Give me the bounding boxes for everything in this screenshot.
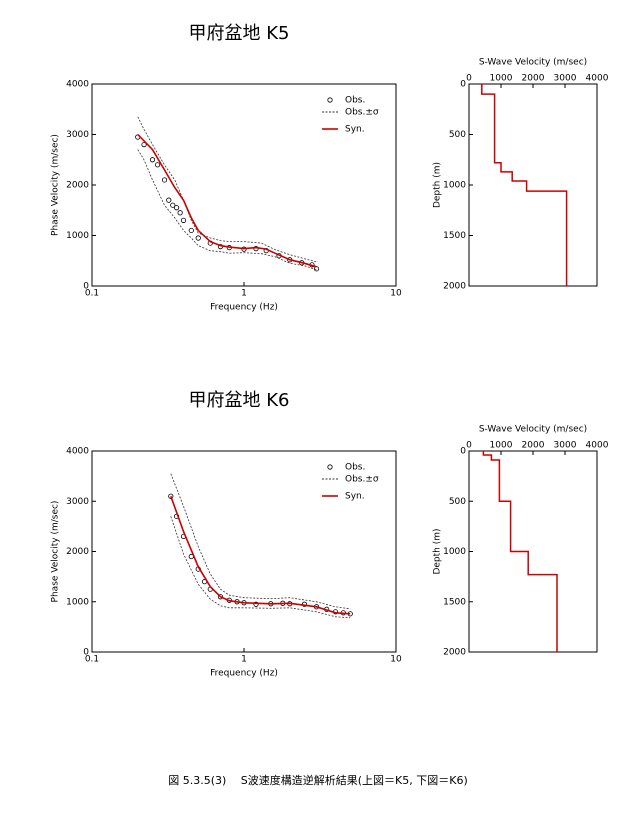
- y-tick-label: 0: [460, 447, 466, 457]
- plot-frame: [468, 83, 598, 287]
- legend-label: Obs.±σ: [345, 108, 379, 118]
- x-tick-label: 0: [466, 441, 472, 451]
- y-tick-label: 0: [460, 80, 466, 90]
- syn-line: [137, 133, 317, 268]
- y-tick-label: 2000: [66, 181, 89, 191]
- obs-point: [195, 235, 201, 241]
- obs-point: [177, 210, 183, 216]
- legend-label: Obs.: [345, 463, 365, 473]
- caption: 図 5.3.5(3) S波速度構造逆解析結果(上図＝K5, 下図＝K6): [168, 773, 468, 787]
- y-tick-label: 1000: [66, 597, 89, 607]
- x-tick-label: 10: [390, 655, 402, 665]
- legend-label: Syn.: [345, 492, 365, 502]
- y-tick-label: 3000: [66, 497, 89, 507]
- y-tick-label: 0: [83, 282, 89, 292]
- x-tick-label: 2000: [522, 74, 545, 84]
- obs-point: [253, 601, 259, 607]
- y-tick-label: 0: [83, 648, 89, 658]
- x-tick-label: 4000: [586, 74, 609, 84]
- y-tick-label: 4000: [66, 80, 89, 90]
- y-tick-label: 2000: [443, 282, 466, 292]
- obs-point: [173, 205, 180, 211]
- y-tick-label: 1000: [66, 231, 89, 241]
- chart-title: 甲府盆地 K6: [189, 390, 290, 411]
- velocity-profile: [482, 451, 558, 652]
- legend-label: Syn.: [345, 125, 365, 135]
- x-tick-label: 3000: [554, 74, 577, 84]
- obs-sigma-line: [137, 149, 317, 271]
- x-axis-label: Frequency (Hz): [210, 669, 278, 679]
- obs-point: [161, 177, 168, 183]
- obs-point: [217, 594, 224, 600]
- y-tick-label: 500: [449, 130, 466, 140]
- y-tick-label: 3000: [66, 130, 89, 140]
- legend-marker: [327, 97, 333, 103]
- legend-label: Obs.: [345, 96, 365, 106]
- x-tick-label: 1: [241, 289, 247, 299]
- obs-sigma-line: [137, 116, 317, 263]
- x-tick-label: 10: [390, 289, 402, 299]
- y-tick-label: 1500: [443, 231, 466, 241]
- x-axis-label: S-Wave Velocity (m/sec): [479, 425, 587, 435]
- obs-point: [170, 202, 176, 208]
- obs-point: [141, 142, 147, 148]
- x-tick-label: 2000: [522, 441, 545, 451]
- obs-point: [149, 157, 156, 163]
- x-tick-label: 1: [241, 655, 247, 665]
- x-tick-label: 0: [466, 74, 472, 84]
- x-tick-label: 4000: [586, 441, 609, 451]
- x-tick-label: 1000: [490, 74, 513, 84]
- x-axis-label: Frequency (Hz): [210, 303, 278, 313]
- y-tick-label: 2000: [66, 547, 89, 557]
- y-tick-label: 1500: [443, 597, 466, 607]
- y-axis-label: Depth (m): [433, 528, 443, 574]
- legend-marker: [327, 464, 333, 470]
- y-axis-label: Phase Velocity (m/sec): [51, 501, 61, 603]
- y-tick-label: 2000: [443, 648, 466, 658]
- velocity-profile: [481, 84, 568, 286]
- syn-line: [170, 495, 351, 615]
- chart-title: 甲府盆地 K5: [189, 23, 290, 44]
- legend-label: Obs.±σ: [345, 475, 379, 485]
- x-tick-label: 3000: [554, 441, 577, 451]
- obs-point: [188, 227, 194, 234]
- obs-point: [180, 217, 187, 223]
- y-tick-label: 500: [449, 497, 466, 507]
- y-tick-label: 1000: [443, 547, 466, 557]
- x-tick-label: 0.1: [85, 655, 99, 665]
- obs-point: [154, 162, 161, 168]
- x-tick-label: 0.1: [85, 289, 99, 299]
- obs-sigma-line: [170, 473, 351, 610]
- y-axis-label: Phase Velocity (m/sec): [51, 134, 61, 236]
- x-tick-label: 1000: [490, 441, 513, 451]
- x-axis-label: S-Wave Velocity (m/sec): [479, 58, 587, 68]
- y-tick-label: 1000: [443, 181, 466, 191]
- obs-sigma-line: [170, 516, 351, 619]
- y-axis-label: Depth (m): [433, 162, 443, 208]
- obs-point: [166, 197, 172, 203]
- obs-point: [313, 266, 320, 272]
- plot-frame: [468, 450, 598, 653]
- y-tick-label: 4000: [66, 447, 89, 457]
